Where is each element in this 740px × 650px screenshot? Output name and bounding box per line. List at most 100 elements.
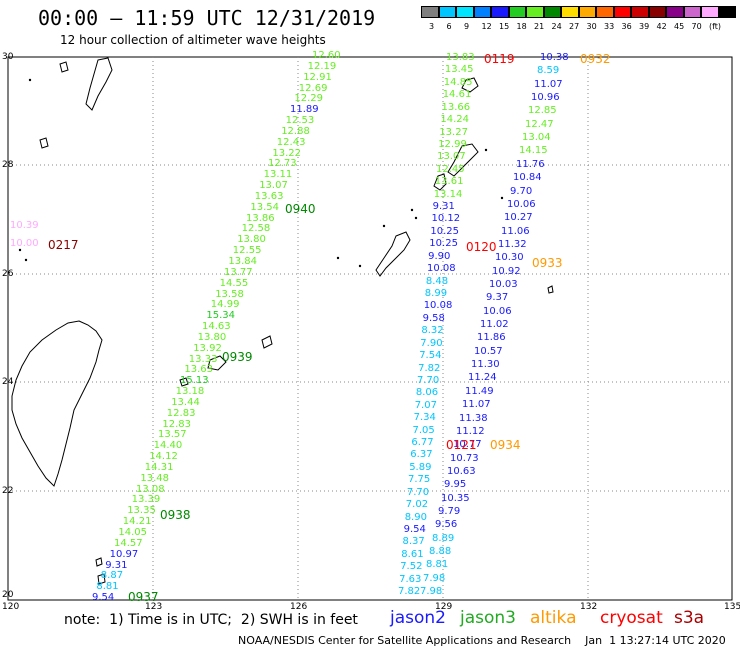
- time-label: 0121: [446, 438, 477, 452]
- wave-height-label: 13.27: [439, 126, 468, 138]
- wave-height-label: 14.31: [144, 461, 174, 473]
- y-tick-label: 28: [2, 160, 14, 170]
- wave-height-label: 11.02: [480, 319, 509, 330]
- wave-height-label: 12.58: [241, 223, 271, 235]
- wave-height-label: 7.52: [400, 561, 423, 573]
- legend-label: 33: [604, 22, 615, 31]
- wave-height-label: 13.11: [263, 169, 293, 181]
- wave-height-label: 13.58: [215, 288, 244, 300]
- wave-height-label: 7.82: [418, 362, 441, 374]
- legend-label: 3: [429, 22, 435, 31]
- wave-height-label: 7.70: [406, 486, 430, 498]
- wave-height-label: 10.73: [450, 452, 479, 464]
- wave-height-label: 8.88: [429, 546, 452, 557]
- wave-height-label: 14.99: [210, 299, 240, 311]
- x-tick-label: 126: [290, 602, 308, 612]
- legend-label: 15: [499, 22, 510, 31]
- legend-swatch: [561, 6, 579, 18]
- time-label: 0119: [484, 52, 515, 66]
- wave-height-label: 14.61: [442, 89, 472, 101]
- wave-height-label: 10.77: [453, 439, 482, 451]
- wave-height-label: 13.45: [444, 64, 474, 76]
- wave-height-label: 9.54: [403, 523, 426, 535]
- wave-height-label: 14.15: [519, 145, 548, 157]
- wave-height-label: 10.25: [429, 238, 458, 250]
- wave-height-label: 13.63: [254, 190, 284, 202]
- legend-swatch: [491, 6, 509, 18]
- wave-height-label: 8.59: [537, 65, 560, 77]
- x-tick-label: 120: [2, 602, 20, 612]
- legend-swatch: [701, 6, 719, 18]
- islands: [39, 57, 554, 585]
- legend-label: (ft): [709, 22, 722, 31]
- wave-height-label: 13.54: [250, 201, 280, 213]
- wave-height-label: 13.22: [272, 147, 302, 159]
- wave-height-label: 8.61: [401, 548, 424, 560]
- wave-height-label: 15.13: [180, 375, 209, 387]
- wave-height-label: 13.63: [184, 364, 214, 376]
- wave-height-label: 13.08: [136, 483, 165, 495]
- wave-height-label: 9.37: [486, 292, 509, 304]
- wave-height-label: 7.70: [417, 374, 440, 386]
- wave-height-label: 12.88: [281, 125, 310, 137]
- wave-height-label: 10.84: [513, 172, 542, 184]
- wave-height-label: 14.24: [440, 114, 470, 126]
- wave-height-label: 12.83: [166, 407, 196, 419]
- wave-height-label: 12.99: [438, 138, 467, 150]
- wave-height-label: 13.84: [228, 256, 258, 267]
- wave-height-label: 10.08: [423, 300, 453, 312]
- wave-height-label: 13.07: [437, 151, 466, 163]
- wave-height-label: 13.86: [246, 212, 275, 224]
- wave-height-label: 13.83: [446, 52, 475, 63]
- wave-height-label: 11.32: [498, 238, 527, 250]
- map-title: 00:00 – 11:59 UTC 12/31/2019: [38, 6, 376, 30]
- wave-height-label: 12.47: [525, 118, 554, 130]
- wave-height-label: 8.89: [432, 532, 455, 544]
- wave-height-label: 12.45: [436, 163, 465, 175]
- legend-swatch: [666, 6, 684, 18]
- wave-height-label: 13.66: [441, 101, 471, 113]
- time-label: 0217: [48, 238, 79, 252]
- island-tokunoshima: [433, 173, 447, 191]
- legend-swatch: [613, 6, 631, 18]
- wave-height-label: 11.24: [468, 372, 497, 384]
- wave-height-label: 9.90: [428, 250, 451, 262]
- legend-label: 18: [516, 22, 527, 31]
- wave-height-label: 12.73: [268, 158, 297, 170]
- wave-height-label: 12.60: [312, 50, 341, 61]
- wave-height-label: 12.85: [528, 105, 557, 117]
- wave-height-label: 8.87: [100, 570, 124, 582]
- wave-height-label: 7.82: [398, 586, 421, 597]
- wave-height-label: 12.53: [285, 115, 315, 126]
- wave-height-label: 12.19: [307, 60, 337, 72]
- x-tick-label: 132: [580, 602, 598, 612]
- wave-height-label: 6.77: [411, 437, 434, 448]
- legend-altika: altika: [530, 608, 577, 628]
- legend-swatch: [648, 6, 666, 18]
- wave-height-label: 13.61: [434, 176, 464, 188]
- legend-swatch: [526, 6, 544, 18]
- wave-height-label: 10.06: [483, 305, 512, 317]
- taiwan-coastline: [11, 320, 103, 487]
- wave-height-label: 9.95: [444, 479, 467, 491]
- wave-height-label: 14.85: [443, 76, 473, 88]
- legend-swatch: [438, 6, 456, 18]
- wave-height-label: 15.34: [206, 310, 236, 322]
- time-label: 0937: [128, 590, 159, 604]
- wave-height-label: 8.90: [404, 511, 427, 523]
- wave-height-label: 9.79: [438, 505, 461, 517]
- map-grid: [8, 57, 732, 600]
- wave-height-label: 13.80: [197, 331, 227, 343]
- wave-height-label: 8.06: [415, 387, 439, 399]
- wave-height-label: 8.32: [421, 325, 444, 337]
- legend-swatch: [421, 6, 439, 18]
- wave-height-label: 7.90: [420, 337, 443, 349]
- time-label: 0120: [466, 240, 497, 254]
- legend-swatch: [631, 6, 649, 18]
- x-tick-label: 123: [145, 602, 163, 612]
- wave-height-label: 13.48: [140, 472, 170, 484]
- x-tick-label: 129: [435, 602, 453, 612]
- wave-height-label: 7.54: [419, 350, 442, 361]
- wave-height-label: 9.54: [92, 592, 115, 603]
- legend-cryosat: cryosat: [600, 608, 663, 628]
